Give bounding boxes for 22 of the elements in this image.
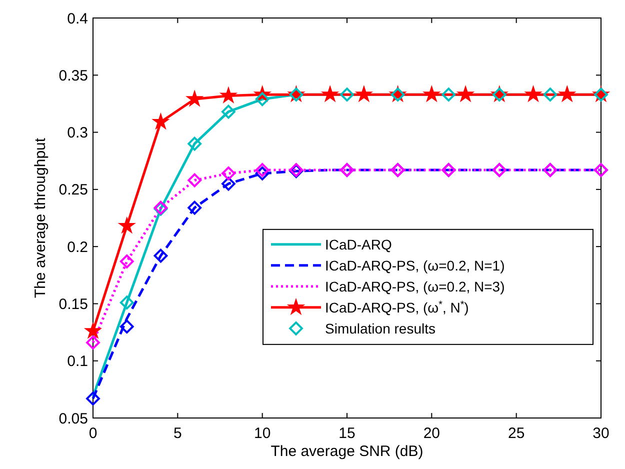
legend-label: ICaD-ARQ-PS, (ω$^{*}$, N$^{*}$) bbox=[325, 298, 469, 316]
x-tick-label: 5 bbox=[173, 425, 182, 442]
y-tick-label: 0.2 bbox=[67, 238, 88, 256]
y-tick-label: 0.05 bbox=[58, 410, 88, 428]
legend-label: ICaD-ARQ bbox=[325, 236, 392, 252]
y-tick-label: 0.1 bbox=[67, 353, 88, 370]
x-tick-label: 20 bbox=[423, 425, 440, 442]
x-tick-label: 25 bbox=[508, 425, 525, 442]
y-axis-title: The average throughput bbox=[32, 137, 49, 298]
legend-label: ICaD-ARQ-PS, (ω=0.2, N=3) bbox=[325, 278, 505, 294]
x-tick-label: 0 bbox=[88, 425, 98, 442]
y-tick-label: 0.25 bbox=[58, 182, 88, 199]
x-axis-title: The average SNR (dB) bbox=[270, 443, 424, 460]
y-tick-label: 0.35 bbox=[58, 67, 88, 84]
legend-label: ICaD-ARQ-PS, (ω=0.2, N=1) bbox=[325, 257, 505, 274]
x-tick-label: 15 bbox=[338, 425, 356, 442]
y-tick-label: 0.3 bbox=[67, 124, 88, 142]
x-tick-label: 30 bbox=[592, 425, 610, 442]
legend-label: Simulation results bbox=[325, 320, 436, 336]
y-tick-label: 0.15 bbox=[58, 296, 88, 313]
y-tick-label: 0.4 bbox=[67, 10, 88, 28]
x-tick-label: 10 bbox=[254, 425, 271, 442]
